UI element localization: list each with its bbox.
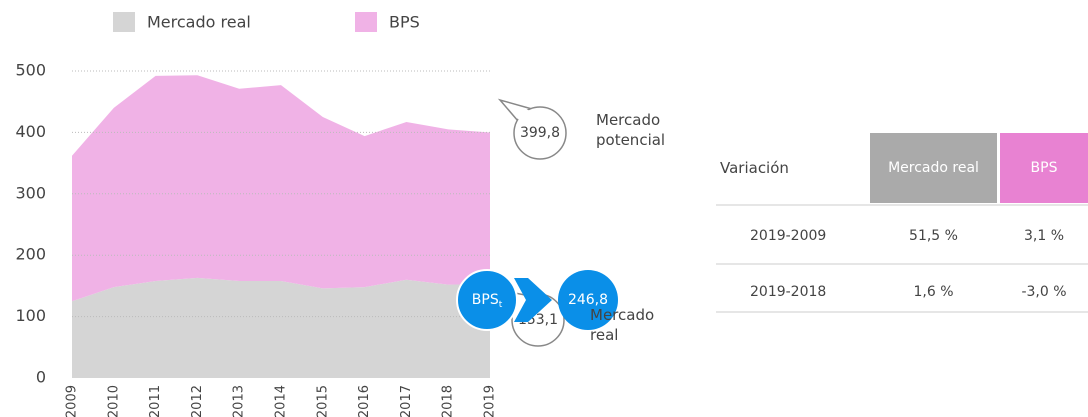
table-cell: 3,1 % <box>1023 228 1065 244</box>
bps-sub: t <box>499 300 503 310</box>
bps-value: 246,8 <box>568 292 608 308</box>
y-tick-label: 500 <box>15 61 46 80</box>
x-tick-label: 2017 <box>399 385 414 417</box>
callout-bubble <box>513 106 567 160</box>
x-tick-label: 2009 <box>65 385 80 417</box>
table-header: Mercado real <box>870 133 997 203</box>
y-tick-label: 0 <box>36 368 46 387</box>
y-tick-label: 400 <box>15 122 46 141</box>
annotation: Mercado real <box>590 306 655 344</box>
area <box>72 75 490 302</box>
y-tick-label: 200 <box>15 245 46 264</box>
arrow <box>514 278 552 322</box>
legend-label: BPS <box>389 13 420 32</box>
x-tick-label: 2018 <box>441 385 456 417</box>
area <box>72 277 490 378</box>
table-cell: 2019-2009 <box>750 228 827 244</box>
x-tick-label: 2013 <box>232 385 247 417</box>
x-tick-label: 2016 <box>357 385 372 417</box>
bps-circle <box>456 269 518 331</box>
x-tick-label: 2010 <box>106 385 121 417</box>
callout-value: 399,8 <box>520 125 560 141</box>
table-cell: -3,0 % <box>1021 284 1067 300</box>
table-cell: 1,6 % <box>913 284 954 300</box>
table-header: BPS <box>1000 133 1088 203</box>
y-tick-label: 300 <box>15 183 46 202</box>
annotation: Mercado potencial <box>596 111 666 149</box>
x-tick-label: 2011 <box>148 385 163 417</box>
legend-label: Mercado real <box>147 13 251 32</box>
x-tick-label: 2012 <box>190 385 205 417</box>
table-header: Variación <box>720 159 789 177</box>
table-cell: 2019-2018 <box>750 284 827 300</box>
x-tick-label: 2014 <box>274 385 289 417</box>
legend-swatch <box>113 12 135 32</box>
bps-text: BPS <box>472 292 499 308</box>
x-tick-label: 2015 <box>315 385 330 417</box>
table-cell: 51,5 % <box>909 228 958 244</box>
bps-label: BPSt <box>472 292 503 310</box>
bps-value-circle <box>558 270 618 330</box>
y-tick-label: 100 <box>15 306 46 325</box>
callout-cover <box>504 102 531 120</box>
x-tick-label: 2019 <box>483 385 498 417</box>
legend-swatch <box>355 12 377 32</box>
